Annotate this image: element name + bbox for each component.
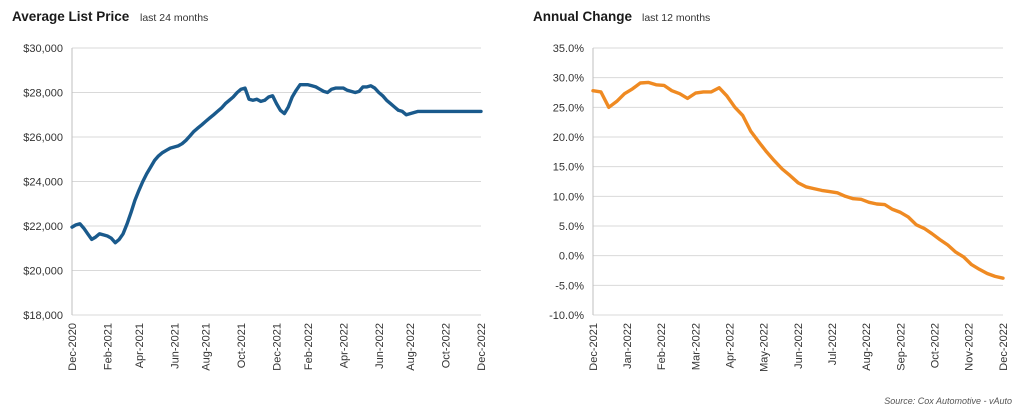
y-tick-label: 15.0% <box>553 162 584 174</box>
average-list-price-chart: Average List Price last 24 months $18,00… <box>12 9 488 371</box>
x-tick-label: Dec-2022 <box>476 323 488 371</box>
x-tick-label: Oct-2022 <box>929 323 941 368</box>
x-tick-label: Oct-2022 <box>441 323 453 368</box>
y-axis-ticks: $18,000 $20,000 $22,000 $24,000 $26,000 $28,0… <box>23 43 63 322</box>
gridlines <box>71 47 481 316</box>
series <box>591 80 1005 280</box>
y-tick-label: 30.0% <box>553 73 584 85</box>
x-tick-label: Dec-2021 <box>588 323 600 371</box>
x-tick-label: Feb-2021 <box>102 323 114 370</box>
y-tick-label: $20,000 <box>23 266 63 278</box>
y-tick-label: 5.0% <box>559 221 584 233</box>
x-tick-label: Aug-2022 <box>861 323 873 371</box>
x-tick-label: Nov-2022 <box>963 323 975 371</box>
y-tick-label: $26,000 <box>23 132 63 144</box>
x-tick-label: Feb-2022 <box>303 323 315 370</box>
chart-title: Annual Change <box>533 9 632 24</box>
y-tick-label: 0.0% <box>559 251 584 263</box>
y-tick-label: 20.0% <box>553 132 584 144</box>
x-tick-label: Jan-2022 <box>622 323 634 369</box>
y-tick-label: $22,000 <box>23 221 63 233</box>
x-tick-label: Apr-2022 <box>338 323 350 368</box>
series <box>70 82 483 245</box>
x-tick-label: Jun-2022 <box>793 323 805 369</box>
chart-subtitle: last 12 months <box>642 12 710 24</box>
chart-title: Average List Price <box>12 9 130 24</box>
x-tick-label: Mar-2022 <box>691 323 703 370</box>
x-axis-ticks: Dec-2021 Jan-2022 Feb-2022 Mar-2022 Apr-2022… <box>588 323 1010 372</box>
y-tick-label: 10.0% <box>553 191 584 203</box>
x-tick-label: Dec-2022 <box>998 323 1010 371</box>
y-tick-label: -5.0% <box>555 280 584 292</box>
x-tick-label: Dec-2020 <box>67 323 79 371</box>
x-tick-label: Feb-2022 <box>656 323 668 370</box>
y-tick-label: $24,000 <box>23 177 63 189</box>
y-tick-label: -10.0% <box>549 310 584 322</box>
gridlines <box>592 47 1003 316</box>
y-tick-label: 35.0% <box>553 43 584 55</box>
x-tick-label: Sep-2022 <box>896 323 908 371</box>
y-tick-label: 25.0% <box>553 102 584 114</box>
x-tick-label: Jul-2022 <box>827 323 839 365</box>
y-tick-label: $30,000 <box>23 43 63 55</box>
x-tick-label: Apr-2021 <box>134 323 146 368</box>
chart-subtitle: last 24 months <box>140 12 208 24</box>
x-tick-label: Dec-2021 <box>272 323 284 371</box>
y-axis-ticks: -10.0% -5.0% 0.0% 5.0% 10.0% 15.0% 20.0% 25.0% 3… <box>549 43 584 322</box>
x-tick-label: Jun-2022 <box>374 323 386 369</box>
x-tick-label: Aug-2022 <box>405 323 417 371</box>
x-tick-label: Jun-2021 <box>169 323 181 369</box>
source-note: Source: Cox Automotive - vAuto <box>884 396 1012 406</box>
x-tick-label: Aug-2021 <box>201 323 213 371</box>
x-tick-label: May-2022 <box>758 323 770 372</box>
x-tick-label: Apr-2022 <box>724 323 736 368</box>
x-axis-ticks: Dec-2020 Feb-2021 Apr-2021 Jun-2021 Aug-2021… <box>67 323 488 371</box>
y-tick-label: $18,000 <box>23 310 63 322</box>
x-tick-label: Oct-2021 <box>236 323 248 368</box>
y-tick-label: $28,000 <box>23 88 63 100</box>
annual-change-chart: Annual Change last 12 months -10.0% -5.0%… <box>533 9 1010 372</box>
series-line <box>70 82 483 245</box>
series-line <box>591 80 1005 280</box>
